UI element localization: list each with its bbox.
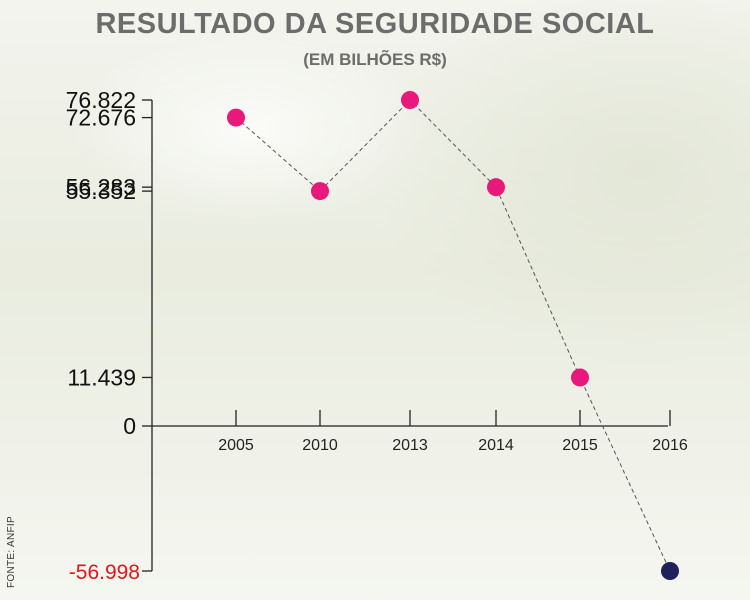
y-tick-label: 56.283 — [66, 174, 136, 200]
x-tick-label: 2013 — [392, 437, 428, 454]
chart-axes — [151, 100, 668, 571]
y-tick-label: 76.822 — [66, 87, 136, 113]
x-tick-label: 2010 — [302, 437, 338, 454]
data-point — [487, 178, 505, 197]
x-tick-label: 2015 — [562, 437, 598, 454]
data-point — [311, 182, 329, 201]
data-point — [571, 368, 589, 387]
x-tick-label: 2016 — [652, 437, 688, 454]
y-tick-label: 0 — [123, 413, 136, 439]
chart-title: RESULTADO DA SEGURIDADE SOCIAL — [95, 8, 655, 40]
data-point-negative — [661, 562, 679, 580]
y-tick-label-negative: -56.998 — [69, 561, 140, 584]
chart-subtitle: (EM BILHÕES R$) — [303, 50, 447, 69]
source-note: FONTE: ANFIP — [6, 516, 17, 588]
y-tick-label: 72.676 — [66, 105, 136, 131]
x-tick-label: 2014 — [478, 437, 514, 454]
x-tick-label: 2005 — [218, 437, 254, 454]
data-point — [401, 91, 419, 109]
y-tick-label: 55.352 — [66, 178, 136, 204]
series-line — [235, 99, 671, 572]
chart-points — [227, 91, 679, 580]
chart-connectors — [235, 99, 671, 572]
data-point — [227, 108, 245, 127]
y-tick-label: 11.439 — [67, 364, 136, 390]
